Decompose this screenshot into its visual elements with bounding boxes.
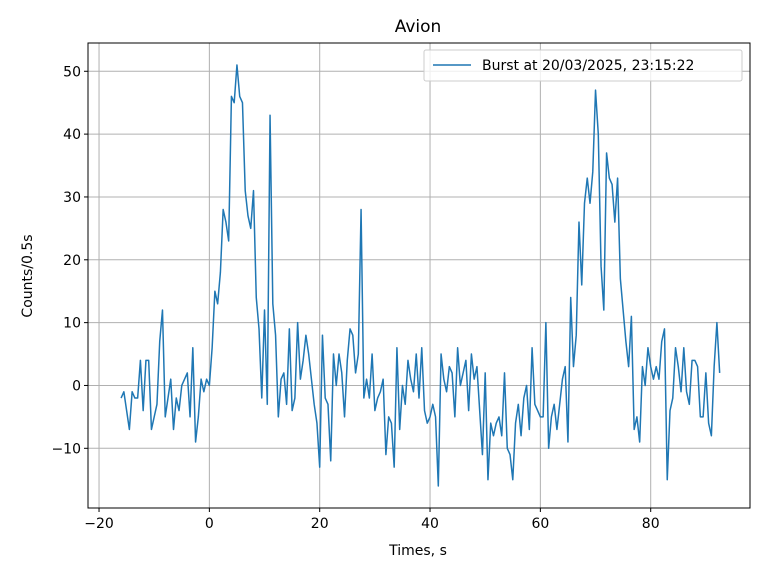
- y-axis: −10 0 10 20 30 40 50: [51, 64, 88, 457]
- x-tick-label: 0: [205, 516, 214, 532]
- x-axis-label: Times, s: [388, 543, 447, 559]
- x-tick-label: 60: [531, 516, 549, 532]
- series-line: [120, 64, 721, 487]
- y-tick-label: 50: [63, 64, 81, 80]
- grid: [88, 43, 750, 508]
- plot-frame: [87, 42, 751, 509]
- y-tick-label: 30: [63, 190, 81, 206]
- legend: Burst at 20/03/2025, 23:15:22: [423, 49, 743, 82]
- y-tick-label: 0: [72, 378, 81, 394]
- legend-label: Burst at 20/03/2025, 23:15:22: [482, 58, 694, 74]
- y-tick-label: −10: [51, 441, 81, 457]
- y-tick-label: 20: [63, 253, 81, 269]
- series-group: [120, 64, 721, 487]
- x-tick-label: 40: [421, 516, 439, 532]
- y-tick-label: 40: [63, 127, 81, 143]
- x-axis: −20 0 20 40 60 80: [84, 508, 660, 532]
- legend-box: [423, 49, 743, 82]
- x-tick-label: −20: [84, 516, 114, 532]
- y-tick-label: 10: [63, 316, 81, 332]
- x-tick-label: 80: [642, 516, 660, 532]
- x-tick-label: 20: [311, 516, 329, 532]
- y-axis-label: Counts/0.5s: [20, 234, 36, 317]
- chart-title: Avion: [395, 17, 442, 37]
